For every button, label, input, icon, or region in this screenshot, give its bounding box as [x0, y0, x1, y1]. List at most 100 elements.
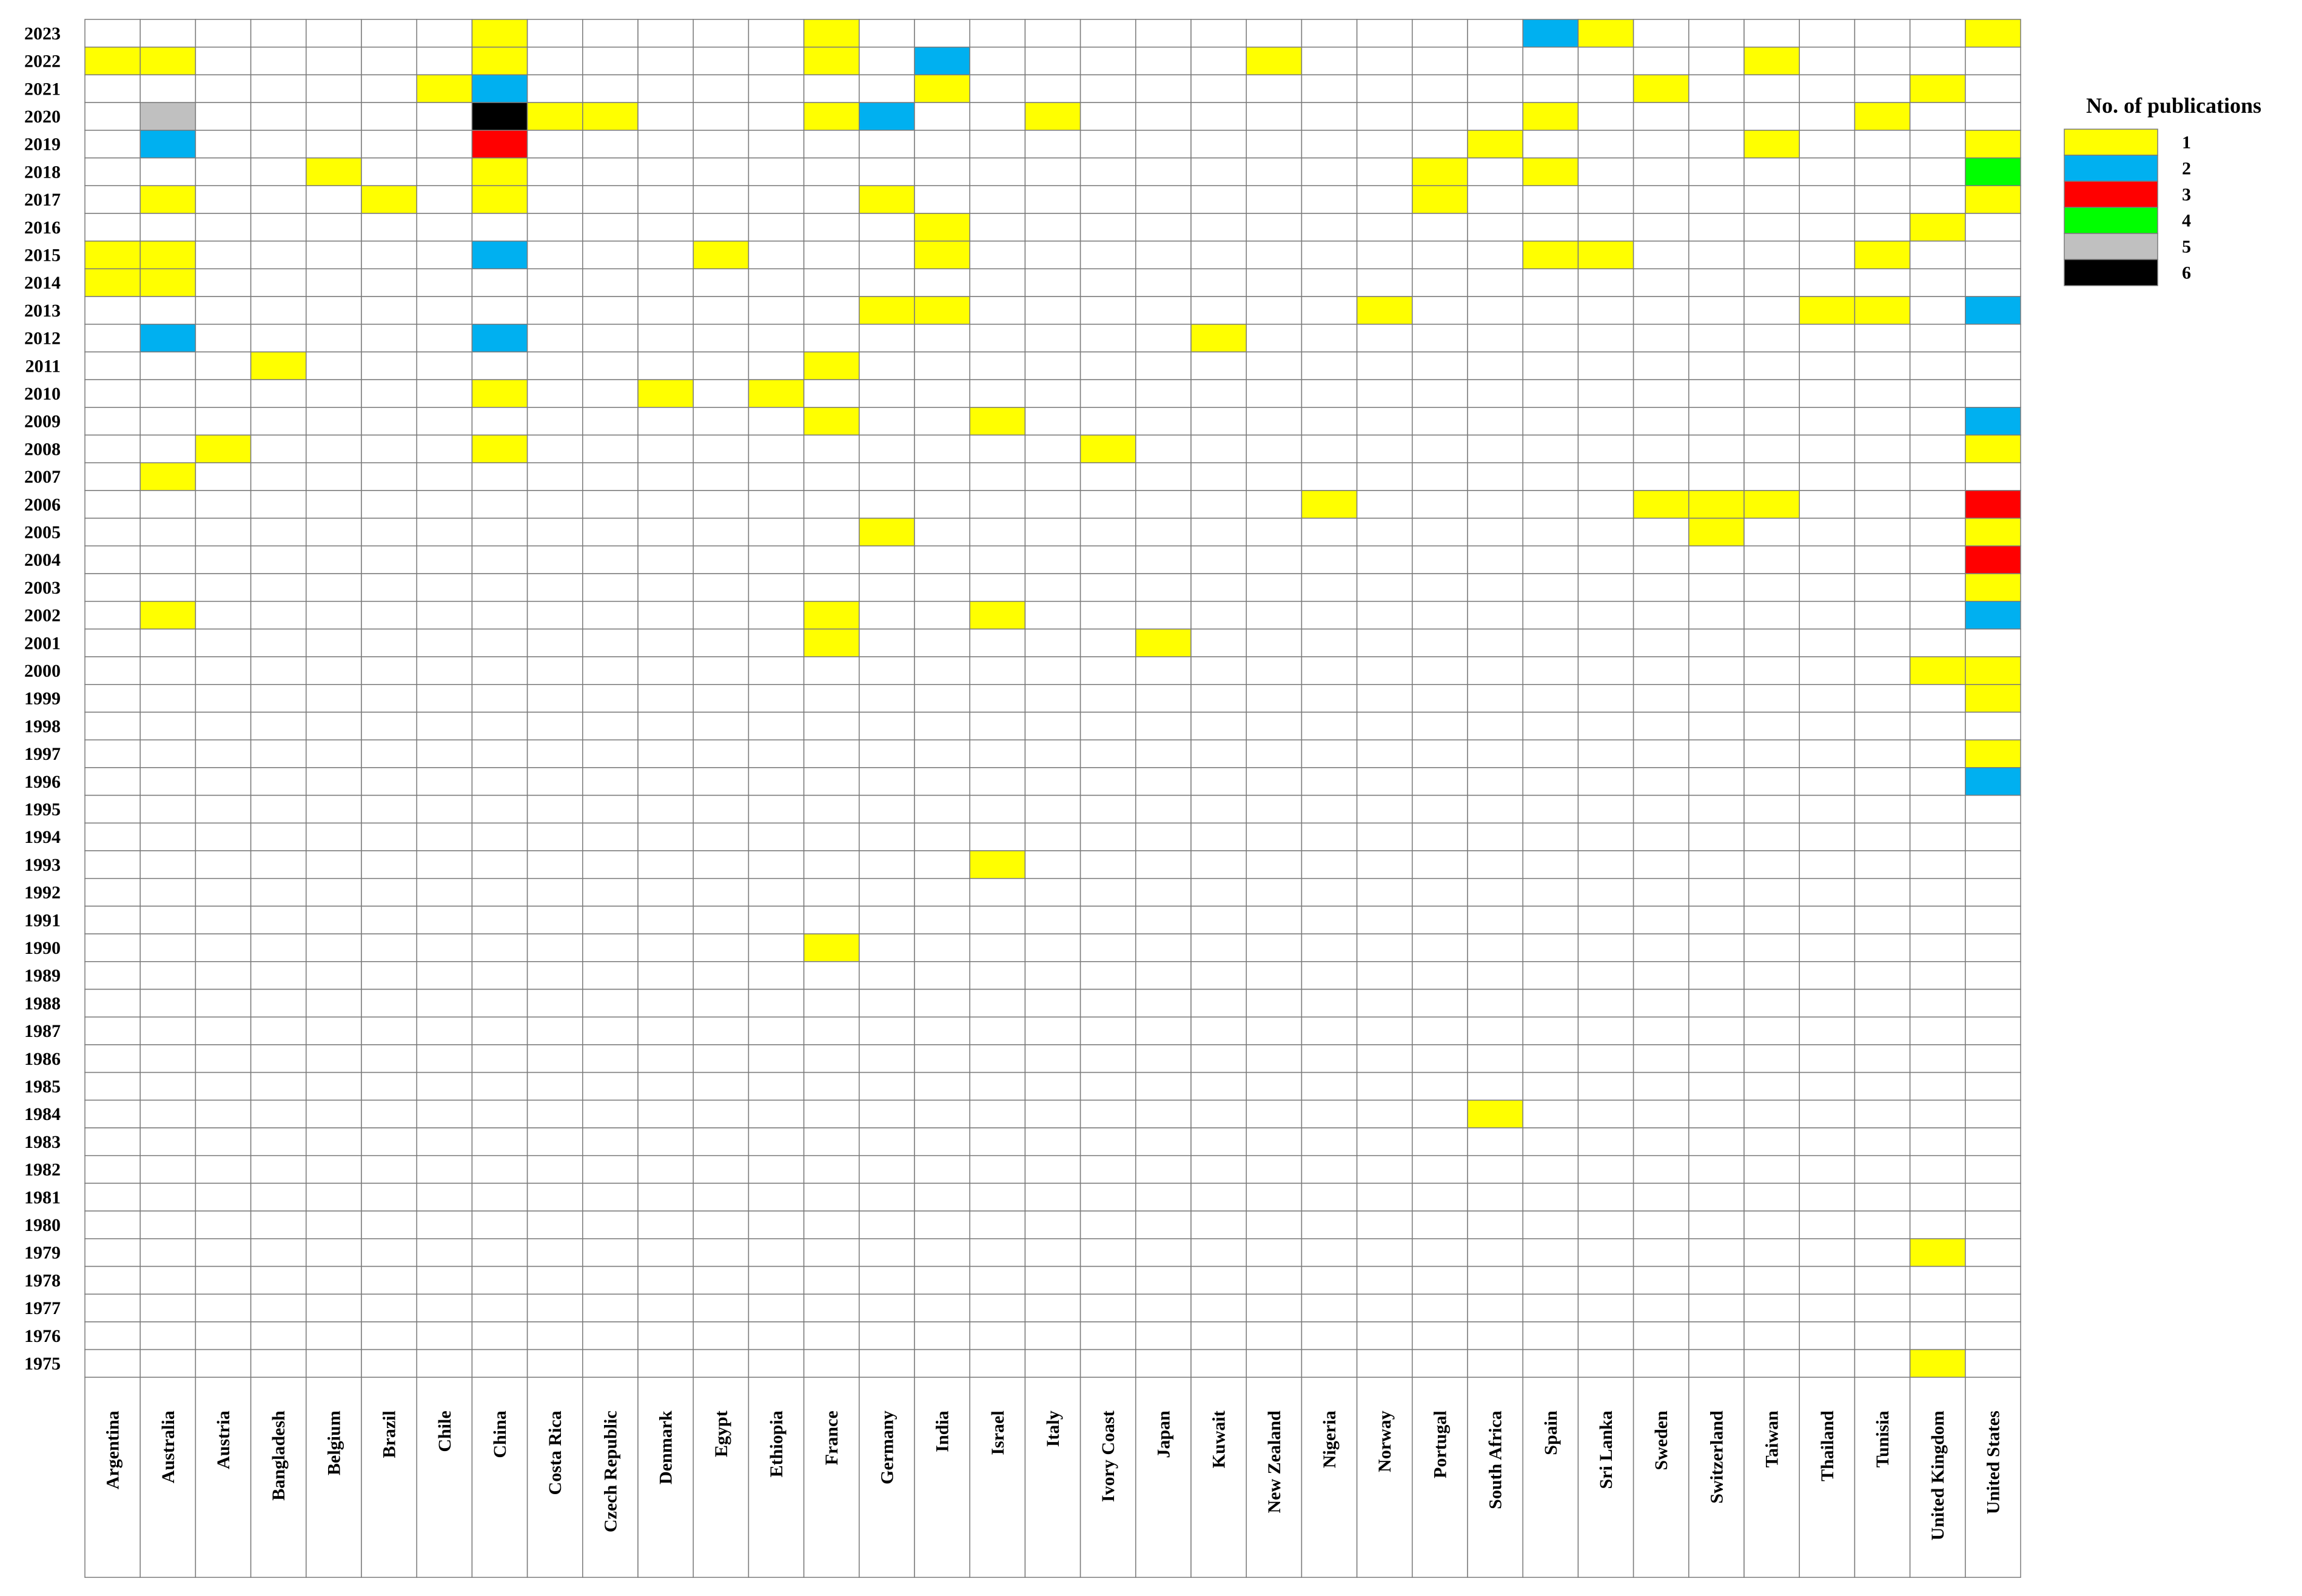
heatmap-cell: [803, 1321, 860, 1350]
heatmap-cell: [471, 628, 528, 657]
heatmap-cell: [1467, 185, 1523, 214]
heatmap-cell: [1854, 573, 1911, 602]
legend-label: 1: [2182, 133, 2191, 153]
heatmap-cell: [1135, 1266, 1192, 1295]
heatmap-cell: [748, 1127, 805, 1156]
heatmap-cell: [1743, 1266, 1800, 1295]
heatmap-cell: [1467, 434, 1523, 463]
heatmap-cell: [416, 711, 473, 740]
heatmap-cell: [1135, 434, 1192, 463]
heatmap-cell: [1965, 933, 2021, 962]
heatmap-cell: [250, 1044, 307, 1073]
heatmap-cell: [582, 213, 639, 242]
heatmap-cell: [526, 850, 583, 879]
heatmap-cell: [1743, 739, 1800, 768]
heatmap-cell: [1024, 739, 1081, 768]
y-tick-label: 2021: [24, 79, 61, 99]
heatmap-cell: [1412, 905, 1468, 934]
heatmap-cell-filled: [139, 323, 196, 353]
heatmap-cell: [84, 323, 141, 353]
heatmap-cell: [1467, 1210, 1523, 1239]
heatmap-cell-filled: [471, 379, 528, 408]
heatmap-cell: [637, 933, 694, 962]
heatmap-cell: [1688, 1071, 1745, 1101]
heatmap-cell: [416, 351, 473, 380]
y-tick-label: 2014: [24, 273, 61, 293]
heatmap-cell: [637, 268, 694, 297]
heatmap-cell-filled: [1024, 102, 1081, 131]
heatmap-cell: [306, 296, 362, 325]
heatmap-cell: [637, 1321, 694, 1350]
heatmap-cell: [803, 1182, 860, 1212]
heatmap-cell: [1190, 46, 1247, 76]
heatmap-cell: [1024, 573, 1081, 602]
heatmap-cell: [1577, 1099, 1634, 1128]
heatmap-cell: [859, 1210, 915, 1239]
heatmap-cell: [1135, 850, 1192, 879]
heatmap-cell: [969, 351, 1026, 380]
heatmap-cell: [693, 739, 750, 768]
heatmap-cell: [1577, 684, 1634, 713]
heatmap-cell: [416, 600, 473, 630]
heatmap-cell: [1522, 684, 1579, 713]
heatmap-cell: [84, 19, 141, 48]
heatmap-cell: [803, 434, 860, 463]
heatmap-cell: [859, 351, 915, 380]
heatmap-cell: [471, 656, 528, 685]
heatmap-cell: [195, 379, 252, 408]
heatmap-cell: [637, 46, 694, 76]
heatmap-cell: [84, 877, 141, 907]
heatmap-cell: [306, 573, 362, 602]
heatmap-cell: [1522, 933, 1579, 962]
heatmap-cell: [1743, 1182, 1800, 1212]
heatmap-cell: [1633, 517, 1690, 547]
heatmap-cell: [1965, 1044, 2021, 1073]
heatmap-cell: [859, 490, 915, 519]
y-tick-label: 1984: [24, 1104, 61, 1124]
x-label-cell: [1356, 1376, 1413, 1578]
heatmap-cell: [1522, 1099, 1579, 1128]
heatmap-cell: [1522, 268, 1579, 297]
heatmap-cell: [1965, 102, 2021, 131]
heatmap-cell: [416, 434, 473, 463]
heatmap-cell: [1356, 213, 1413, 242]
heatmap-cell: [859, 988, 915, 1018]
heatmap-cell: [1743, 850, 1800, 879]
heatmap-cell: [1301, 767, 1358, 796]
heatmap-cell: [1854, 961, 1911, 990]
heatmap-cell: [1743, 1016, 1800, 1045]
heatmap-cell: [1301, 407, 1358, 436]
heatmap-cell: [1799, 46, 1856, 76]
heatmap-cell: [1799, 157, 1856, 186]
heatmap-cell: [361, 1321, 417, 1350]
heatmap-cell-filled: [803, 19, 860, 48]
heatmap-cell: [526, 988, 583, 1018]
heatmap-cell: [1965, 1238, 2021, 1267]
heatmap-cell: [1688, 988, 1745, 1018]
heatmap-cell: [1301, 961, 1358, 990]
heatmap-cell-filled: [803, 933, 860, 962]
heatmap-cell: [1633, 407, 1690, 436]
heatmap-cell: [1799, 711, 1856, 740]
heatmap-cell: [1246, 961, 1303, 990]
heatmap-cell: [1799, 656, 1856, 685]
heatmap-cell: [1024, 600, 1081, 630]
heatmap-cell-filled: [1909, 656, 1966, 685]
heatmap-cell: [582, 767, 639, 796]
heatmap-cell: [1412, 877, 1468, 907]
heatmap-cell: [250, 656, 307, 685]
heatmap-cell: [416, 988, 473, 1018]
heatmap-cell: [1743, 157, 1800, 186]
heatmap-cell: [1467, 157, 1523, 186]
heatmap-cell: [526, 157, 583, 186]
heatmap-cell: [526, 1127, 583, 1156]
heatmap-cell: [1854, 1099, 1911, 1128]
heatmap-cell: [582, 961, 639, 990]
heatmap-cell: [1965, 1293, 2021, 1323]
heatmap-cell: [637, 157, 694, 186]
heatmap-cell: [748, 1238, 805, 1267]
heatmap-cell: [1301, 74, 1358, 103]
heatmap-cell: [693, 1044, 750, 1073]
heatmap-cell: [1633, 46, 1690, 76]
heatmap-cell: [1965, 794, 2021, 824]
